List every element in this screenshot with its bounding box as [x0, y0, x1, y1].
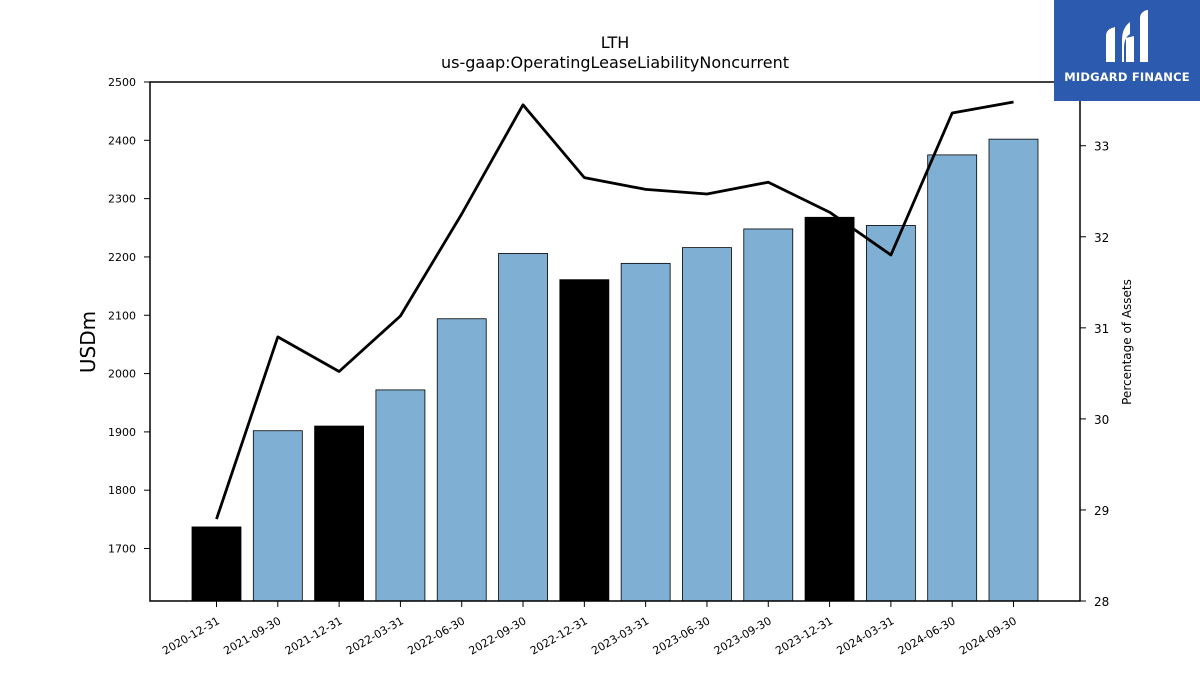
bar — [804, 216, 855, 602]
y-axis-label: USDm — [76, 311, 100, 373]
x-tick-label: 2021-09-30 — [221, 614, 283, 657]
bar — [252, 430, 303, 602]
y-tick-label: 1700 — [108, 543, 136, 556]
line-series — [215, 100, 1014, 520]
chart-subtitle: us-gaap:OperatingLeaseLiabilityNoncurren… — [441, 53, 789, 72]
y-tick-label: 2500 — [108, 76, 136, 89]
y2-tick-label: 29 — [1094, 504, 1109, 518]
y-axis-right: 28 29 30 31 32 33 — [1080, 140, 1109, 609]
bar — [498, 253, 548, 602]
x-tick-label: 2023-03-31 — [589, 614, 651, 657]
bar — [743, 228, 794, 602]
brand-name: MIDGARD FINANCE — [1064, 70, 1190, 84]
bar — [620, 262, 671, 602]
y-tick-label: 2300 — [108, 193, 136, 206]
y-tick-label: 1800 — [108, 484, 136, 497]
x-tick-label: 2022-12-31 — [528, 614, 590, 657]
y2-tick-label: 32 — [1094, 231, 1109, 245]
chart-title: LTH — [601, 33, 630, 52]
x-tick-label: 2020-12-31 — [160, 614, 222, 657]
bar — [191, 526, 242, 602]
plot-frame — [149, 81, 1081, 602]
bar — [988, 138, 1039, 602]
x-tick-label: 2022-03-31 — [344, 614, 406, 657]
brand-mark-icon — [1106, 10, 1148, 62]
y-axis-left: 1700 1800 1900 2000 2100 2200 2300 2400 2500 — [108, 76, 150, 556]
x-tick-label: 2024-09-30 — [957, 614, 1019, 657]
bar — [375, 389, 426, 602]
y2-tick-label: 33 — [1094, 140, 1109, 154]
x-tick-label: 2023-12-31 — [773, 614, 835, 657]
y2-tick-label: 30 — [1094, 413, 1109, 427]
bar — [865, 225, 916, 602]
y2-tick-label: 28 — [1094, 595, 1109, 609]
x-tick-label: 2024-06-30 — [896, 614, 958, 657]
y-tick-label: 2200 — [108, 251, 136, 264]
bar — [436, 318, 487, 602]
x-axis: 2020-12-31 2021-09-30 2021-12-31 2022-03-31… — [160, 601, 1019, 658]
brand-logo: MIDGARD FINANCE — [1054, 0, 1200, 101]
x-tick-label: 2024-03-31 — [835, 614, 897, 657]
y-tick-label: 2400 — [108, 134, 136, 147]
y2-tick-label: 31 — [1094, 322, 1109, 336]
bar — [314, 425, 365, 602]
percentage-line — [215, 100, 1014, 520]
y2-axis-label: Percentage of Assets — [1120, 279, 1134, 405]
y-tick-label: 2100 — [108, 309, 136, 322]
y-tick-label: 2000 — [108, 368, 136, 381]
bar — [559, 279, 610, 602]
x-tick-label: 2022-09-30 — [467, 614, 529, 657]
x-tick-label: 2023-09-30 — [712, 614, 774, 657]
x-tick-label: 2021-12-31 — [283, 614, 345, 657]
bar-series — [191, 138, 1039, 602]
y-tick-label: 1900 — [108, 426, 136, 439]
x-tick-label: 2023-06-30 — [651, 614, 713, 657]
bar — [682, 247, 732, 602]
x-tick-label: 2022-06-30 — [405, 614, 467, 657]
bar — [927, 154, 978, 602]
